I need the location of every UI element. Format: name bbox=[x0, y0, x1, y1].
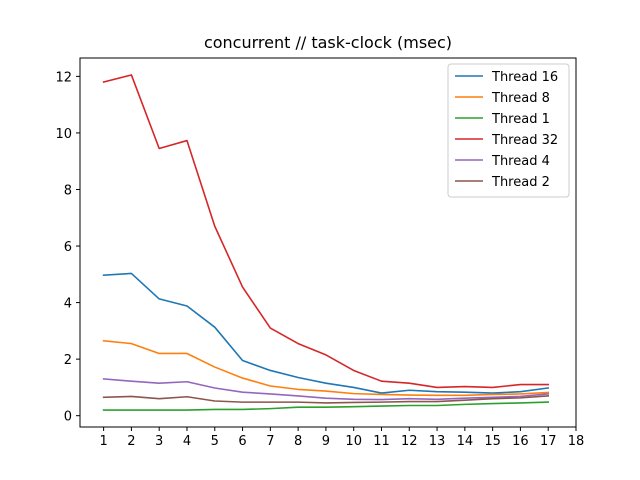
x-tick-label: 6 bbox=[238, 434, 246, 449]
x-tick-label: 9 bbox=[322, 434, 330, 449]
x-tick-label: 12 bbox=[401, 434, 418, 449]
x-tick-label: 11 bbox=[373, 434, 390, 449]
y-tick-label: 6 bbox=[64, 240, 72, 255]
x-tick-label: 15 bbox=[484, 434, 501, 449]
chart-title: concurrent // task-clock (msec) bbox=[204, 33, 452, 52]
legend: Thread 16 Thread 8 Thread 1 Thread 32 Thread… bbox=[447, 63, 570, 198]
x-tick-label: 7 bbox=[266, 434, 274, 449]
series-line-4 bbox=[102, 378, 550, 401]
series-line-0 bbox=[102, 272, 550, 394]
y-tick-label: 10 bbox=[55, 127, 72, 142]
y-tick-label: 8 bbox=[64, 183, 72, 198]
legend-label-1: Thread 8 bbox=[491, 91, 550, 106]
series-line-5 bbox=[102, 395, 550, 404]
series-line-2 bbox=[102, 401, 550, 411]
y-tick-label: 0 bbox=[64, 410, 72, 425]
x-tick-label: 10 bbox=[345, 434, 362, 449]
x-tick-label: 4 bbox=[183, 434, 191, 449]
plot-frame bbox=[79, 57, 577, 428]
x-tick-label: 18 bbox=[568, 434, 585, 449]
x-tick-label: 13 bbox=[429, 434, 446, 449]
x-tick-label: 14 bbox=[457, 434, 474, 449]
x-tick-label: 8 bbox=[294, 434, 302, 449]
plot-lines bbox=[102, 74, 550, 411]
y-tick-label: 4 bbox=[64, 297, 72, 312]
x-tick-label: 2 bbox=[127, 434, 135, 449]
x-tick-label: 16 bbox=[512, 434, 529, 449]
y-tick-label: 12 bbox=[55, 70, 72, 85]
legend-label-4: Thread 4 bbox=[491, 154, 550, 169]
series-line-1 bbox=[102, 339, 550, 397]
series-line-3 bbox=[102, 74, 550, 389]
legend-label-0: Thread 16 bbox=[491, 70, 558, 85]
y-tick-label: 2 bbox=[64, 353, 72, 368]
x-tick-label: 3 bbox=[155, 434, 163, 449]
x-tick-label: 17 bbox=[540, 434, 557, 449]
x-tick-label: 1 bbox=[99, 434, 107, 449]
legend-label-2: Thread 1 bbox=[491, 112, 550, 127]
x-tick-label: 5 bbox=[211, 434, 219, 449]
legend-label-5: Thread 2 bbox=[491, 175, 550, 190]
legend-label-3: Thread 32 bbox=[491, 133, 558, 148]
y-axis: 0 2 4 6 8 10 12 bbox=[55, 70, 80, 425]
x-axis: 1 2 3 4 5 6 7 8 9 10 11 12 13 14 15 16 17 18 bbox=[99, 427, 584, 449]
